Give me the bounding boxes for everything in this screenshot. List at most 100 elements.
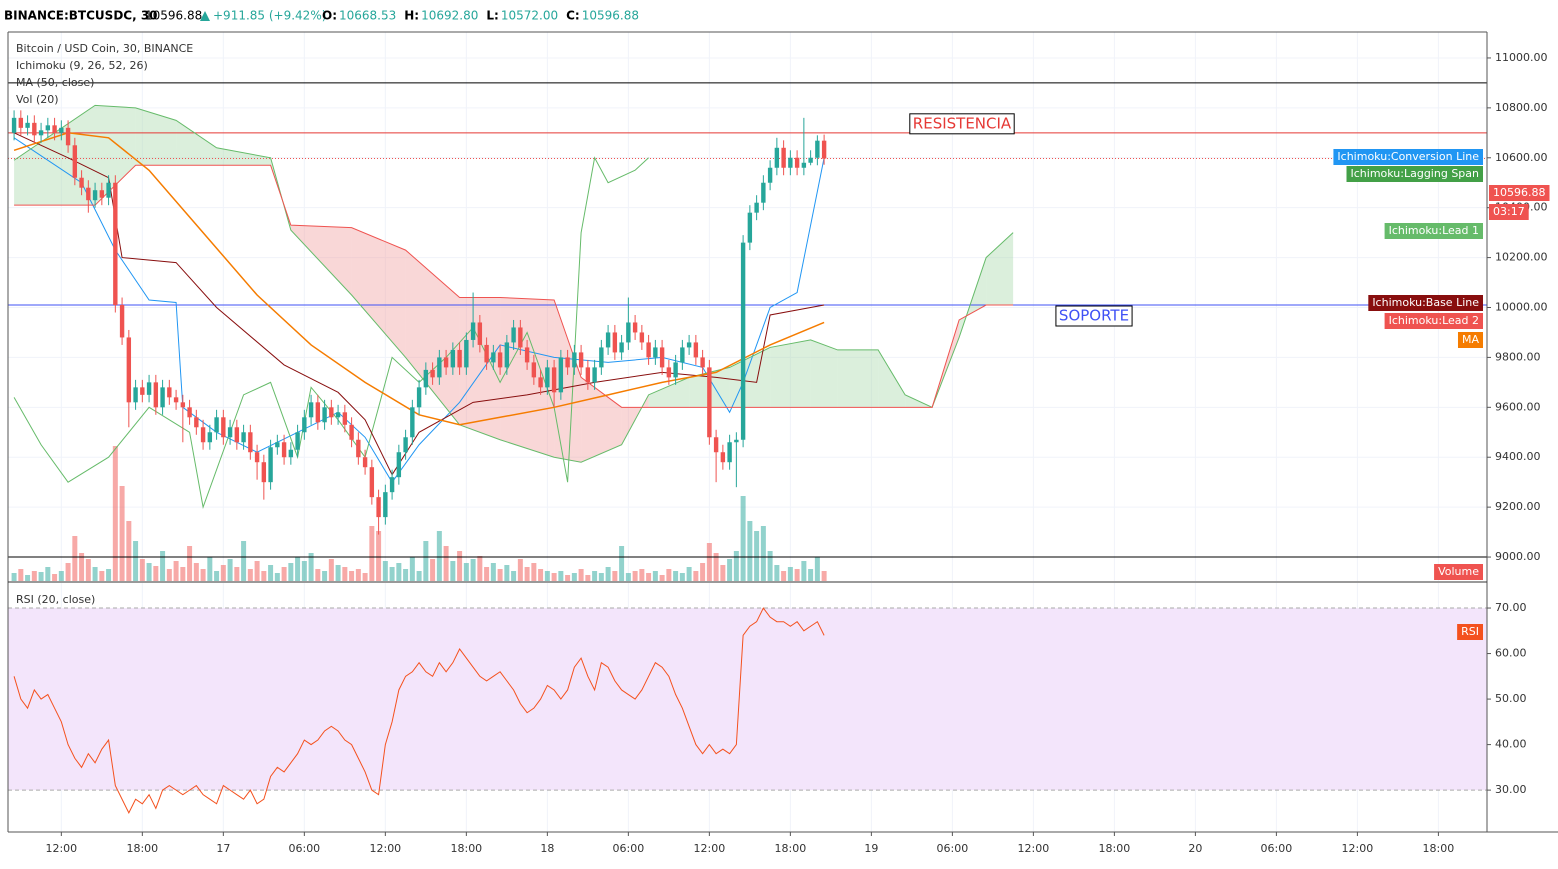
y-tick-label: 9600.00 — [1495, 400, 1541, 413]
volume-bar — [153, 566, 159, 581]
volume-bar — [106, 569, 112, 581]
volume-bar — [646, 573, 652, 581]
volume-bar — [612, 571, 618, 581]
candle-body — [666, 367, 672, 378]
volume-bar — [342, 567, 348, 581]
volume-bar — [220, 565, 226, 581]
volume-bar — [234, 567, 240, 581]
candle-body — [126, 337, 132, 403]
rsi-title: RSI (20, close) — [16, 593, 95, 606]
volume-bar — [463, 563, 469, 581]
indicator-line — [13, 104, 1014, 463]
candle-body — [747, 212, 753, 243]
change: +911.85 (+9.42%) — [213, 9, 326, 23]
volume-bar — [801, 561, 807, 581]
volume-bar — [335, 565, 341, 581]
volume-bar — [713, 553, 719, 581]
candle-body — [268, 447, 273, 483]
x-tick-label: 06:00 — [937, 842, 969, 855]
volume-bar — [79, 553, 85, 581]
candle-body — [464, 339, 469, 368]
cloud-segment — [135, 107, 177, 166]
volume-bar — [740, 496, 746, 581]
candle-body — [52, 125, 57, 133]
x-tick-label: 18:00 — [1099, 842, 1131, 855]
candle-body — [396, 452, 402, 478]
level-label-box — [1055, 305, 1133, 327]
volume-bar — [754, 531, 760, 581]
volume-bar — [571, 573, 577, 581]
volume-bar — [349, 571, 355, 581]
y-tick-label: 9800.00 — [1495, 350, 1541, 363]
volume-bar — [652, 571, 658, 581]
volume-bar — [693, 571, 699, 581]
candle-body — [484, 344, 489, 363]
x-tick-label: 19 — [864, 842, 878, 855]
candle-body — [160, 387, 165, 408]
volume-bar — [524, 567, 530, 581]
volume-bar — [760, 526, 766, 581]
candle-body — [734, 439, 739, 443]
candle-body — [538, 377, 543, 388]
candle-body — [761, 182, 766, 203]
candle-body — [214, 417, 219, 433]
volume-bar — [423, 541, 429, 581]
volume-bar — [315, 569, 321, 581]
x-tick-label: 12:00 — [1342, 842, 1374, 855]
volume-bar — [119, 486, 125, 581]
candle-body — [295, 432, 300, 450]
cloud-segment — [810, 339, 838, 408]
candle-body — [572, 352, 577, 368]
candle-body — [369, 467, 375, 498]
candle-body — [815, 140, 820, 158]
volume-bar — [706, 543, 712, 581]
candle-body — [619, 342, 624, 353]
candle-body — [457, 349, 462, 368]
candle-body — [322, 407, 327, 423]
candle-body — [740, 242, 746, 440]
candle-body — [315, 402, 321, 423]
volume-bar — [166, 569, 172, 581]
candle-body — [173, 397, 179, 403]
ohlc-value: 10596.88 — [582, 9, 639, 23]
candle-body — [443, 357, 449, 368]
candle-body — [781, 147, 786, 168]
candle-body — [38, 130, 44, 136]
axis-badge — [1434, 564, 1483, 580]
legend-entry: MA (50, close) — [16, 76, 94, 89]
axis-badge-text: Ichimoku:Conversion Line — [1337, 150, 1479, 163]
indicator-line — [14, 164, 1014, 408]
candle-body — [383, 492, 388, 518]
volume-bar — [403, 569, 409, 581]
candle-body — [187, 407, 192, 418]
candle-body — [410, 407, 415, 438]
y-tick-label: 10600.00 — [1495, 151, 1548, 164]
cloud-segment — [837, 349, 879, 408]
candle-body — [774, 147, 780, 168]
candle-body — [632, 322, 638, 333]
x-tick-label: 06:00 — [1261, 842, 1293, 855]
candle-body — [551, 367, 557, 393]
ohlc-label: H: — [404, 9, 419, 23]
volume-bar — [65, 563, 71, 581]
symbol: BINANCE:BTCUSDC, 30 — [4, 9, 158, 23]
candle-body — [167, 387, 172, 398]
volume-bar — [72, 536, 78, 581]
x-tick-label: 18:00 — [775, 842, 807, 855]
rsi-tick-label: 50.00 — [1495, 692, 1527, 705]
candle-body — [727, 442, 732, 463]
volume-bar — [362, 573, 368, 581]
volume-bar — [274, 573, 280, 581]
candle-body — [248, 432, 253, 453]
candle-body — [491, 352, 496, 363]
volume-bar — [99, 571, 105, 581]
volume-bar — [504, 565, 510, 581]
volume-bar — [160, 551, 166, 581]
volume-bar — [639, 569, 645, 581]
candle-body — [275, 442, 280, 448]
axis-badge-text: MA — [1462, 333, 1479, 346]
volume-bar — [794, 569, 800, 581]
volume-bar — [686, 567, 692, 581]
ohlc-value: 10572.00 — [501, 9, 558, 23]
volume-bar — [11, 573, 17, 581]
